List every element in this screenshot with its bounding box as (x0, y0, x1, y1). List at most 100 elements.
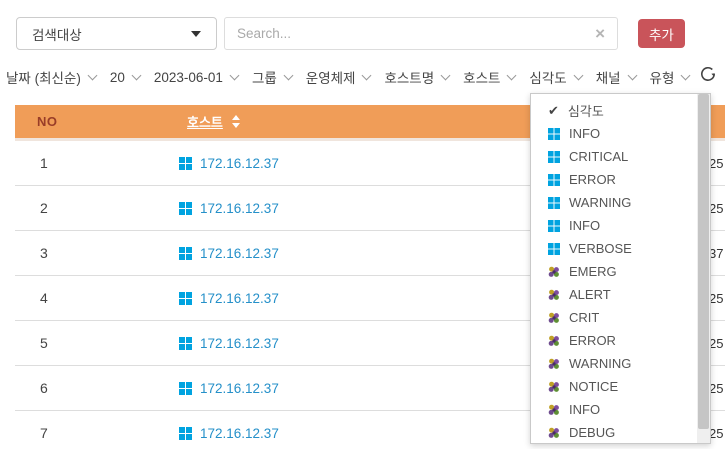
menu-item-label: INFO (569, 218, 601, 233)
host-ip: 172.16.12.37 (200, 290, 279, 306)
linux-distro-icon (548, 266, 559, 277)
chevron-down-icon (440, 70, 451, 80)
filter-type[interactable]: 유형 (650, 67, 691, 87)
truncated-cell: 25 (709, 335, 724, 351)
windows-icon (179, 381, 192, 395)
menu-item[interactable]: ERROR (531, 168, 698, 191)
menu-item-label: WARNING (569, 356, 632, 371)
chevron-down-icon (627, 70, 637, 80)
menu-item-label: INFO (569, 402, 601, 417)
filter-group[interactable]: 그룹 (252, 67, 294, 87)
severity-dropdown-menu: ✔ 심각도 INFO CRITICAL ERROR WARNING INFO V… (530, 93, 711, 444)
filter-channel[interactable]: 채널 (596, 67, 637, 87)
windows-icon (548, 242, 560, 255)
chevron-down-icon (131, 70, 142, 80)
clear-search-icon[interactable]: × (595, 24, 605, 43)
menu-item-label: ERROR (569, 172, 616, 187)
menu-item-label: VERBOSE (569, 241, 632, 256)
filter-start-date[interactable]: 2023-06-01 (154, 70, 240, 85)
windows-icon (548, 150, 560, 163)
windows-icon (179, 201, 192, 215)
host-link[interactable]: 172.16.12.37 (179, 291, 279, 306)
host-link[interactable]: 172.16.12.37 (179, 426, 279, 441)
windows-icon (179, 246, 192, 260)
host-ip: 172.16.12.37 (200, 425, 279, 441)
menu-item[interactable]: INFO (531, 214, 698, 237)
chevron-down-icon (506, 70, 517, 80)
menu-item[interactable]: NOTICE (531, 375, 698, 398)
row-number: 4 (40, 290, 48, 306)
linux-distro-icon (548, 404, 559, 415)
menu-scrollbar-thumb[interactable] (698, 94, 709, 430)
menu-item[interactable]: DEBUG (531, 421, 698, 444)
linux-distro-icon (548, 427, 559, 438)
windows-icon (548, 173, 560, 186)
row-number: 2 (40, 200, 48, 216)
truncated-cell: 25 (709, 290, 724, 306)
chevron-down-icon (573, 70, 584, 80)
sort-asc-icon (231, 115, 240, 120)
menu-item-severity-header[interactable]: ✔ 심각도 (531, 99, 698, 122)
filter-host[interactable]: 호스트 (463, 67, 517, 87)
linux-distro-icon (548, 289, 559, 300)
host-link[interactable]: 172.16.12.37 (179, 201, 279, 216)
row-number: 6 (40, 380, 48, 396)
search-box[interactable]: × (224, 17, 618, 50)
menu-item[interactable]: VERBOSE (531, 237, 698, 260)
windows-icon (179, 291, 192, 305)
menu-item[interactable]: ALERT (531, 283, 698, 306)
linux-distro-icon (548, 312, 559, 323)
truncated-cell: 25 (709, 380, 724, 396)
search-target-select[interactable]: 검색대상 (16, 17, 217, 50)
menu-item[interactable]: ERROR (531, 329, 698, 352)
windows-icon (548, 196, 560, 209)
menu-item[interactable]: CRITICAL (531, 145, 698, 168)
windows-icon (179, 426, 192, 440)
truncated-cell: 37 (709, 245, 724, 261)
menu-item[interactable]: WARNING (531, 191, 698, 214)
host-link[interactable]: 172.16.12.37 (179, 156, 279, 171)
filter-hostname[interactable]: 호스트명 (384, 67, 451, 87)
menu-item-label: 심각도 (567, 104, 604, 119)
menu-item-label: NOTICE (569, 379, 619, 394)
host-link[interactable]: 172.16.12.37 (179, 246, 279, 261)
menu-item[interactable]: CRIT (531, 306, 698, 329)
chevron-down-icon (229, 70, 240, 80)
menu-item-label: ALERT (569, 287, 611, 302)
windows-icon (548, 219, 560, 232)
truncated-cell: 25 (709, 425, 724, 441)
host-link[interactable]: 172.16.12.37 (179, 336, 279, 351)
menu-item-label: EMERG (569, 264, 617, 279)
menu-item-label: CRITICAL (569, 149, 629, 164)
filter-severity[interactable]: 심각도 (529, 67, 584, 87)
host-ip: 172.16.12.37 (200, 380, 279, 396)
host-link[interactable]: 172.16.12.37 (179, 381, 279, 396)
menu-item[interactable]: INFO (531, 398, 698, 421)
linux-distro-icon (548, 381, 559, 392)
row-number: 5 (40, 335, 48, 351)
filter-date-sort[interactable]: 날짜 (최신순) (6, 67, 98, 87)
menu-item[interactable]: INFO (531, 122, 698, 145)
check-icon: ✔ (548, 102, 559, 118)
menu-scrollbar[interactable] (697, 94, 710, 443)
col-header-host[interactable]: 호스트 (187, 112, 240, 131)
filter-os[interactable]: 운영체제 (306, 67, 372, 87)
row-number: 3 (40, 245, 48, 261)
linux-distro-icon (548, 358, 559, 369)
sort-icon[interactable] (231, 115, 240, 128)
host-ip: 172.16.12.37 (200, 335, 279, 351)
select-caret-icon (191, 30, 201, 37)
chevron-down-icon (362, 70, 372, 80)
col-header-no: NO (37, 114, 58, 129)
sort-desc-icon (231, 123, 240, 128)
filter-page-size[interactable]: 20 (110, 70, 142, 85)
menu-item[interactable]: EMERG (531, 260, 698, 283)
windows-icon (548, 127, 560, 140)
menu-item[interactable]: WARNING (531, 352, 698, 375)
add-button[interactable]: 추가 (638, 19, 685, 48)
linux-distro-icon (548, 335, 559, 346)
menu-item-label: ERROR (569, 333, 616, 348)
refresh-icon[interactable] (698, 64, 718, 84)
search-input[interactable] (237, 26, 596, 41)
menu-item-label: INFO (569, 126, 601, 141)
